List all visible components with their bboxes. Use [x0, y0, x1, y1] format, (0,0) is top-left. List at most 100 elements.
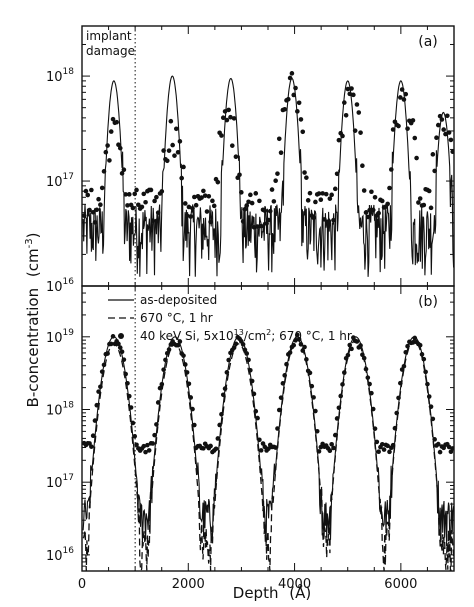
data-point [434, 135, 439, 140]
data-point [126, 192, 132, 197]
data-point [199, 195, 204, 200]
data-point [145, 442, 150, 448]
x-tick-label: 4000 [278, 577, 311, 592]
data-point [446, 444, 452, 450]
data-point [119, 349, 125, 355]
data-point [403, 91, 409, 97]
data-point [96, 196, 101, 202]
data-point [320, 191, 325, 196]
data-point [273, 178, 278, 184]
data-point [251, 391, 257, 397]
data-point [222, 386, 228, 391]
data-point [345, 352, 351, 358]
data-point [372, 426, 378, 431]
data-point [233, 154, 239, 160]
data-point [242, 347, 248, 353]
data-point [89, 187, 94, 193]
data-point [293, 338, 298, 343]
data-point [116, 142, 121, 148]
series-solid-line [82, 336, 454, 547]
y-tick-label: 1018 [46, 400, 74, 418]
data-point [253, 191, 259, 196]
data-point [390, 127, 396, 132]
data-point [175, 342, 181, 348]
data-point [143, 449, 148, 455]
y-tick-label: 1016 [46, 546, 74, 564]
data-point [267, 208, 273, 214]
data-point [143, 199, 148, 205]
data-point [240, 219, 246, 224]
data-point [396, 123, 401, 129]
data-point [155, 400, 161, 405]
data-point [114, 119, 119, 125]
data-point [184, 213, 190, 219]
data-point [437, 113, 443, 119]
data-point [370, 207, 376, 213]
data-point [432, 437, 437, 442]
panel-b: 1016 1017 1018 1019 0 2000 4000 6000 (b) as-depos… [46, 285, 455, 592]
data-point [242, 207, 248, 212]
data-point [139, 204, 145, 210]
data-point [376, 449, 381, 455]
plot-area [82, 332, 454, 571]
data-point [130, 420, 136, 426]
data-point [439, 117, 445, 122]
data-point [219, 133, 224, 138]
data-point [284, 361, 289, 367]
x-tick-label: 6000 [384, 577, 417, 592]
data-point [347, 91, 353, 97]
data-point [246, 199, 251, 205]
data-point [307, 370, 313, 376]
data-point [239, 190, 244, 195]
data-point [385, 443, 390, 449]
data-point [361, 355, 367, 361]
data-point [358, 343, 363, 348]
data-point [110, 334, 116, 339]
data-point [291, 342, 297, 348]
data-point [360, 352, 365, 357]
y-axis-label: B-concentration (cm-3) [24, 233, 42, 408]
panel-label: (b) [418, 294, 438, 310]
legend-marker-swatch [118, 333, 124, 339]
data-point [159, 189, 165, 194]
data-point [278, 395, 284, 400]
data-point [421, 202, 427, 208]
data-point [365, 214, 371, 220]
data-point [181, 353, 186, 358]
annotation-implant-damage: implant [86, 29, 132, 43]
data-point [123, 192, 128, 197]
data-point [318, 197, 324, 203]
data-point [342, 100, 347, 105]
data-point [304, 175, 309, 180]
data-point [334, 416, 340, 421]
data-point [286, 96, 291, 102]
data-point [119, 171, 125, 176]
data-point [155, 210, 161, 215]
data-point [130, 205, 136, 211]
data-point [369, 189, 374, 195]
data-point [125, 380, 130, 386]
data-point [231, 345, 237, 351]
data-point [448, 137, 454, 143]
data-point [121, 357, 127, 362]
data-point [105, 143, 110, 148]
data-point [435, 441, 441, 447]
data-point [154, 194, 159, 200]
data-point [282, 373, 287, 378]
data-point [121, 167, 127, 172]
data-point [311, 215, 316, 221]
data-point [269, 187, 275, 192]
data-point [161, 367, 166, 372]
data-point [363, 366, 369, 372]
data-point [164, 350, 170, 356]
y-tick-label: 1018 [46, 67, 74, 85]
legend-label-solid: as-deposited [140, 293, 217, 307]
data-point [101, 169, 107, 174]
data-point [249, 200, 255, 206]
data-point [123, 371, 128, 377]
data-point [428, 404, 434, 409]
data-point [296, 100, 302, 106]
data-point [264, 221, 269, 226]
